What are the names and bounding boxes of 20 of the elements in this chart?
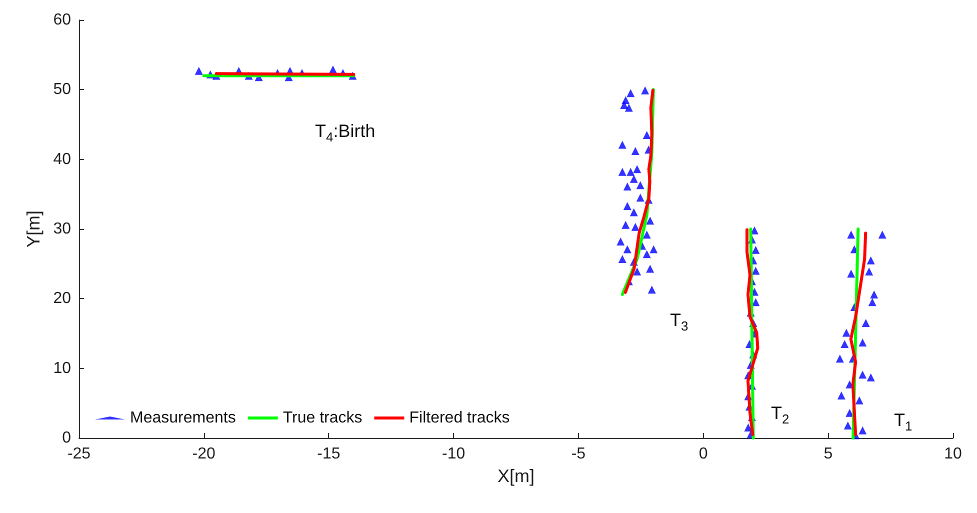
x-tick-label: 0	[698, 446, 708, 462]
x-tick-label: -25	[67, 446, 91, 462]
y-axis-title: Y[m]	[23, 210, 44, 248]
x-tick-label: 10	[944, 446, 962, 462]
y-tick-label: 60	[53, 12, 72, 28]
legend-label: True tracks	[282, 410, 362, 426]
y-tick-label: 10	[53, 360, 72, 377]
x-tick-label: -10	[442, 446, 466, 462]
legend-label: Filtered tracks	[409, 410, 510, 426]
legend-label: Measurements	[130, 410, 236, 426]
y-tick-label: 50	[53, 81, 72, 98]
y-tick-label: 0	[62, 430, 72, 446]
x-tick-label: -5	[571, 446, 586, 462]
x-axis-title: X[m]	[497, 466, 535, 486]
y-tick-label: 30	[53, 220, 72, 238]
x-tick-label: 5	[824, 446, 833, 462]
y-tick-label: 40	[53, 150, 72, 168]
y-tick-label: 20	[53, 290, 72, 308]
x-tick-label: -20	[192, 446, 216, 462]
x-tick-label: -15	[317, 446, 340, 462]
